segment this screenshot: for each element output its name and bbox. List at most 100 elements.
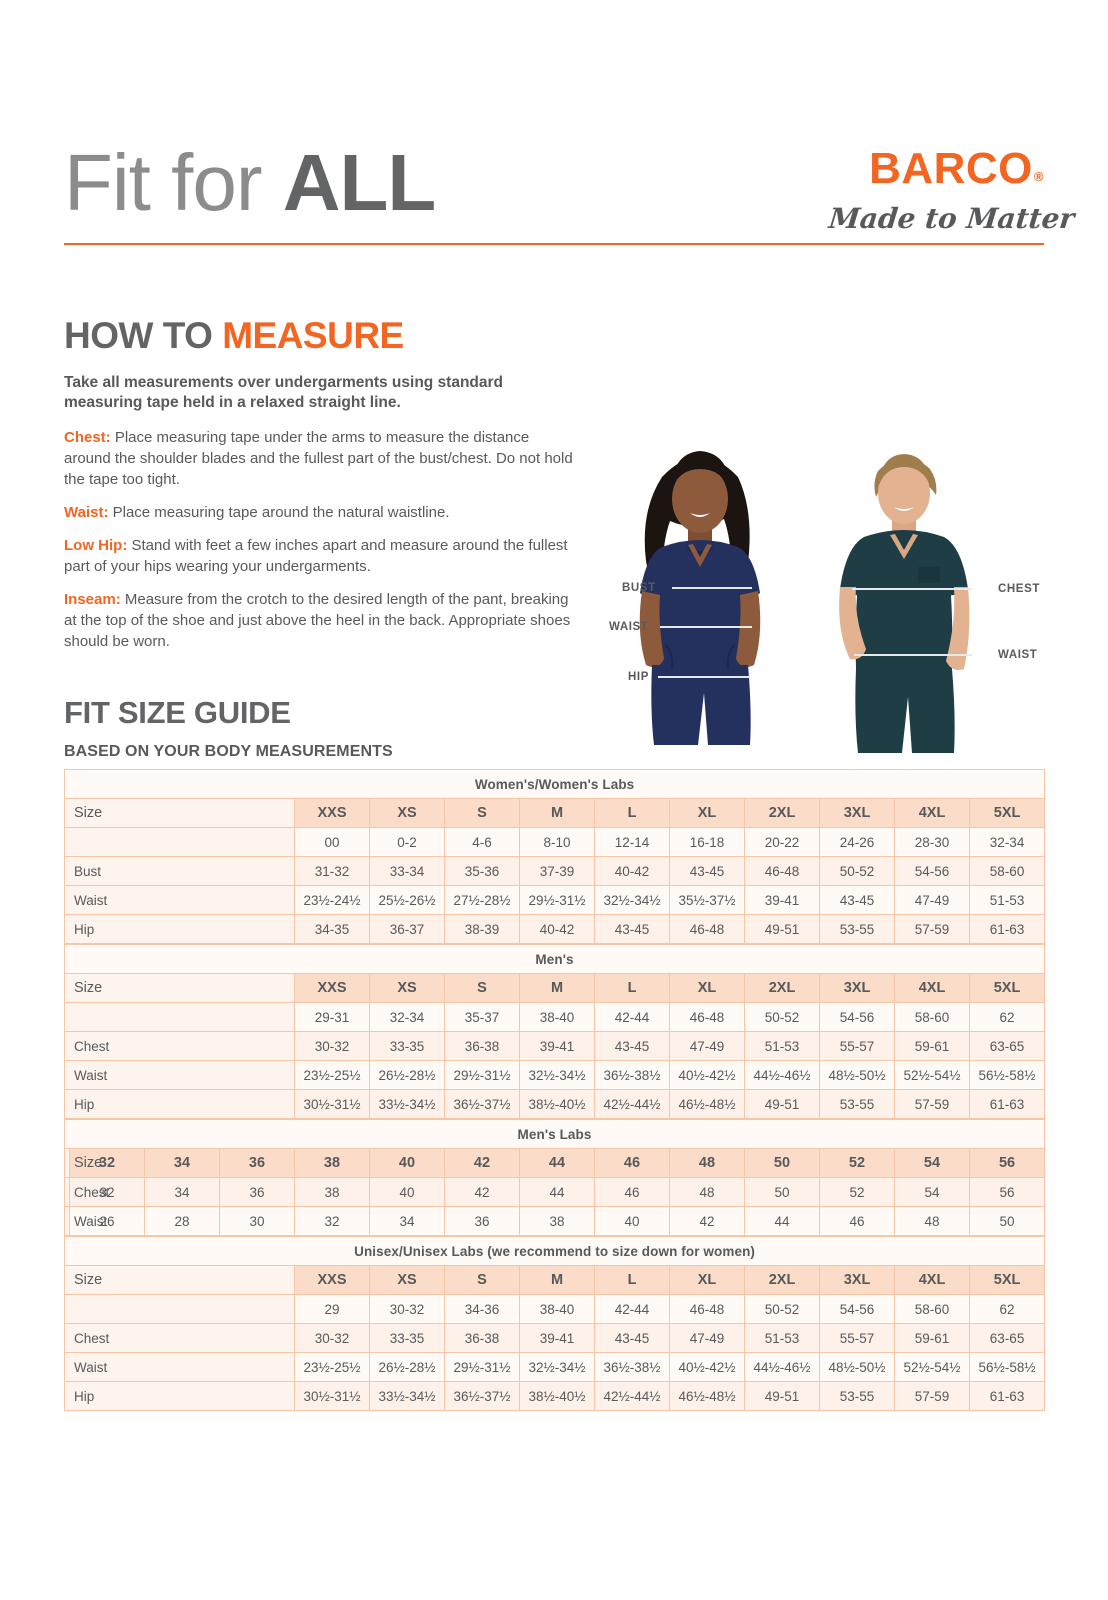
size-header-cell: S xyxy=(444,798,520,828)
table-cell: 51-53 xyxy=(968,885,1046,915)
table-cell: 37-39 xyxy=(519,856,595,886)
table-cell: 55-57 xyxy=(819,1031,895,1061)
table-cell: 54 xyxy=(894,1177,970,1207)
table-cell: 53-55 xyxy=(819,1381,895,1411)
table-cell: 47-49 xyxy=(669,1323,745,1353)
table-cell: 8-10 xyxy=(519,827,595,857)
table-cell: 54-56 xyxy=(894,856,970,886)
table-cell: 58-60 xyxy=(968,856,1046,886)
table-cell: 35-37 xyxy=(444,1002,520,1032)
size-header-cell: 2XL xyxy=(744,1265,820,1295)
measure-text-waist: Place measuring tape around the natural … xyxy=(108,504,450,521)
table-row: 29 30-32 34-36 38-40 42-44 46-48 50-52 54-56 58-… xyxy=(64,1294,1046,1324)
size-header-cell: L xyxy=(594,973,670,1003)
size-header-cell: S xyxy=(444,973,520,1003)
table-cell: 42 xyxy=(669,1206,745,1236)
table-cell: 30-32 xyxy=(369,1294,445,1324)
table-cell: 39-41 xyxy=(519,1323,595,1353)
table-cell: 61-63 xyxy=(968,914,1046,944)
measure-term-low-hip: Low Hip: xyxy=(64,537,128,554)
row-label: Chest xyxy=(64,1031,295,1061)
table-cell: 39-41 xyxy=(744,885,820,915)
table-row: Waist26283032343638404244464850 xyxy=(64,1206,1046,1236)
row-label: Hip xyxy=(64,1089,295,1119)
table-cell: 36 xyxy=(444,1206,520,1236)
size-table: Unisex/Unisex Labs (we recommend to size… xyxy=(63,1236,1046,1411)
male-model xyxy=(839,454,970,753)
table-cell: 56 xyxy=(968,1177,1046,1207)
table-cell: 33½-34½ xyxy=(369,1381,445,1411)
table-cell: 12-14 xyxy=(594,827,670,857)
table-cell: 46½-48½ xyxy=(669,1089,745,1119)
table-cell: 35½-37½ xyxy=(669,885,745,915)
table-cell: 59-61 xyxy=(894,1031,970,1061)
table-row: Hip 34-35 36-37 38-39 40-42 43-45 46-48 49-51 53… xyxy=(64,914,1046,944)
table-cell: 47-49 xyxy=(669,1031,745,1061)
measure-item-inseam: Inseam: Measure from the crotch to the d… xyxy=(64,589,574,652)
size-header-cell: XXS xyxy=(294,1265,370,1295)
table-cell: 36½-38½ xyxy=(594,1352,670,1382)
size-header-cell: XL xyxy=(669,973,745,1003)
table-cell: 16-18 xyxy=(669,827,745,857)
measure-text-inseam: Measure from the crotch to the desired l… xyxy=(64,591,571,650)
table-cell: 52½-54½ xyxy=(894,1060,970,1090)
size-header-cell: M xyxy=(519,798,595,828)
logo-wordmark-text: BARCO xyxy=(869,144,1033,193)
table-cell: 32 xyxy=(69,1177,145,1207)
measure-term-waist: Waist: xyxy=(64,504,109,521)
row-label: Size xyxy=(64,798,295,828)
size-header-cell: 34 xyxy=(144,1148,220,1178)
table-cell: 61-63 xyxy=(968,1089,1046,1119)
table-cell: 20-22 xyxy=(744,827,820,857)
table-cell: 59-61 xyxy=(894,1323,970,1353)
measure-item-waist: Waist: Place measuring tape around the n… xyxy=(64,502,574,523)
table-cell: 49-51 xyxy=(744,1381,820,1411)
size-header-cell: L xyxy=(594,1265,670,1295)
table-cell: 32-34 xyxy=(369,1002,445,1032)
table-section-title: Women's/Women's Labs xyxy=(63,769,1046,799)
table-cell: 38½-40½ xyxy=(519,1381,595,1411)
table-cell: 29-31 xyxy=(294,1002,370,1032)
table-row: 00 0-2 4-6 8-10 12-14 16-18 20-22 24-26 28-30 32-… xyxy=(64,827,1046,857)
size-header-cell: 56 xyxy=(968,1148,1046,1178)
measure-term-chest: Chest: xyxy=(64,429,111,446)
size-header-cell: 36 xyxy=(219,1148,295,1178)
row-label: Hip xyxy=(64,1381,295,1411)
size-header-cell: 4XL xyxy=(894,798,970,828)
table-cell: 40½-42½ xyxy=(669,1352,745,1382)
table-cell: 30½-31½ xyxy=(294,1089,370,1119)
barco-logo: BARCO® Made to Matter xyxy=(827,144,1076,238)
size-header-cell: 5XL xyxy=(968,973,1046,1003)
table-cell: 0-2 xyxy=(369,827,445,857)
table-cell: 38-40 xyxy=(519,1294,595,1324)
size-header-cell: 42 xyxy=(444,1148,520,1178)
table-cell: 46-48 xyxy=(669,1294,745,1324)
how-to-measure-heading-main: HOW TO xyxy=(64,315,223,356)
table-cell: 48½-50½ xyxy=(819,1060,895,1090)
table-cell: 4-6 xyxy=(444,827,520,857)
table-cell: 42 xyxy=(444,1177,520,1207)
table-cell: 42½-44½ xyxy=(594,1381,670,1411)
table-cell: 43-45 xyxy=(594,1031,670,1061)
size-header-cell: M xyxy=(519,1265,595,1295)
table-row: 29-31 32-34 35-37 38-40 42-44 46-48 50-52 54-56… xyxy=(64,1002,1046,1032)
table-cell: 43-45 xyxy=(669,856,745,886)
how-to-measure-section: HOW TO MEASURE Take all measurements ove… xyxy=(64,315,574,664)
table-cell: 32½-34½ xyxy=(519,1060,595,1090)
size-header-cell: XS xyxy=(369,798,445,828)
table-row: Chest 30-32 33-35 36-38 39-41 43-45 47-49 51-53… xyxy=(64,1323,1046,1353)
page-header: Fit for ALL BARCO® Made to Matter xyxy=(64,140,1076,250)
table-cell: 44½-46½ xyxy=(744,1352,820,1382)
table-cell: 39-41 xyxy=(519,1031,595,1061)
table-cell: 47-49 xyxy=(894,885,970,915)
row-label xyxy=(64,827,295,857)
table-cell: 24-26 xyxy=(819,827,895,857)
table-cell: 32½-34½ xyxy=(519,1352,595,1382)
table-cell: 56½-58½ xyxy=(968,1060,1046,1090)
table-cell: 26½-28½ xyxy=(369,1060,445,1090)
table-row: Hip 30½-31½ 33½-34½ 36½-37½ 38½-40½ 42½-44½ 46… xyxy=(64,1089,1046,1119)
size-header-cell: 40 xyxy=(369,1148,445,1178)
size-header-cell: 5XL xyxy=(968,798,1046,828)
table-cell: 36-38 xyxy=(444,1031,520,1061)
table-cell: 23½-25½ xyxy=(294,1060,370,1090)
